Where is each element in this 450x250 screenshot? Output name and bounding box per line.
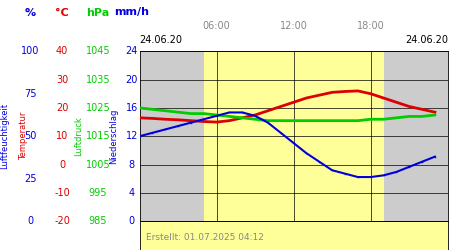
Text: 8: 8 [129,160,135,170]
Text: %: % [25,8,36,18]
Bar [203,51,384,221]
Text: hPa: hPa [86,8,110,18]
Text: 40: 40 [56,46,68,56]
Text: 0: 0 [129,216,135,226]
Bar [384,51,448,221]
Text: 24.06.20: 24.06.20 [405,35,448,45]
Text: -20: -20 [54,216,70,226]
Text: 12: 12 [126,131,138,141]
Text: 1025: 1025 [86,103,111,113]
Text: 24: 24 [126,46,138,56]
Text: 12:00: 12:00 [280,21,307,31]
Text: -10: -10 [54,188,70,198]
Text: 985: 985 [89,216,108,226]
Text: Temperatur: Temperatur [19,112,28,160]
Text: 16: 16 [126,103,138,113]
Text: 06:00: 06:00 [202,21,230,31]
Text: Niederschlag: Niederschlag [109,108,118,164]
Bar [140,51,203,221]
Text: 20: 20 [126,74,138,85]
Text: 1045: 1045 [86,46,110,56]
Text: 30: 30 [56,74,68,85]
Text: °C: °C [55,8,69,18]
Text: 24.06.20: 24.06.20 [140,35,183,45]
Text: 100: 100 [22,46,40,56]
Text: 1035: 1035 [86,74,110,85]
Text: 75: 75 [24,89,37,99]
Text: mm/h: mm/h [114,8,149,18]
Text: 10: 10 [56,131,68,141]
Text: 1005: 1005 [86,160,110,170]
Text: 20: 20 [56,103,68,113]
Text: Luftfeuchtigkeit: Luftfeuchtigkeit [0,103,9,169]
Text: 1015: 1015 [86,131,110,141]
Text: 25: 25 [24,174,37,184]
Text: 0: 0 [27,216,34,226]
Text: Luftdruck: Luftdruck [74,116,83,156]
Text: 4: 4 [129,188,135,198]
Text: 0: 0 [59,160,65,170]
Text: Erstellt: 01.07.2025 04:12: Erstellt: 01.07.2025 04:12 [146,232,264,241]
Text: 18:00: 18:00 [357,21,385,31]
Text: 50: 50 [24,131,37,141]
Text: 995: 995 [89,188,108,198]
